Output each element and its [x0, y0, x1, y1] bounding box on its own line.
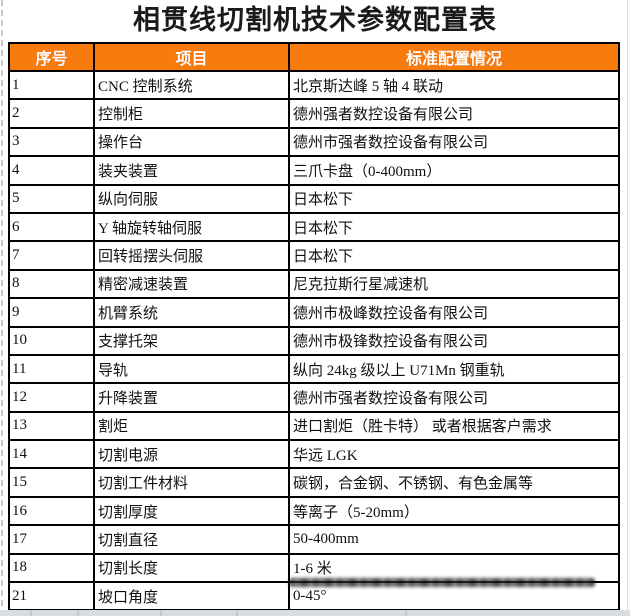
cell-config: 50-400mm [288, 524, 620, 555]
cell-item: 升降装置 [93, 382, 290, 413]
page-edge-line-right [627, 0, 628, 616]
cell-serial: 5 [8, 183, 95, 214]
cell-config: 日本松下 [288, 183, 620, 214]
cell-item: 机臂系统 [93, 297, 290, 328]
table-row: 6 Y 轴旋转轴伺服 日本松下 [8, 211, 620, 243]
spec-table-header: 序号 项目 标准配置情况 [8, 42, 620, 72]
cell-serial: 7 [8, 240, 95, 271]
cell-config: 北京斯达峰 5 轴 4 联动 [288, 69, 620, 101]
table-row: 1 CNC 控制系统 北京斯达峰 5 轴 4 联动 [8, 69, 620, 101]
cell-serial: 11 [8, 353, 95, 385]
bottom-strip-tick [405, 610, 407, 616]
header-cell-config: 标准配置情况 [288, 42, 620, 72]
table-row: 10 支撑托架 德州市极锋数控设备有限公司 [8, 325, 620, 356]
cell-serial: 10 [8, 325, 95, 356]
table-row: 12 升降装置 德州市强者数控设备有限公司 [8, 382, 620, 413]
cell-serial: 8 [8, 268, 95, 300]
table-row: 7 回转摇摆头伺服 日本松下 [8, 240, 620, 271]
cell-item: 切割电源 [93, 439, 290, 470]
header-row: 序号 项目 标准配置情况 [8, 42, 620, 72]
cell-item: 精密减速装置 [93, 268, 290, 300]
cell-item: 回转摇摆头伺服 [93, 240, 290, 271]
cell-item: 支撑托架 [93, 325, 290, 356]
cell-config: 德州市极峰数控设备有限公司 [288, 297, 620, 328]
table-row: 17 切割直径 50-400mm [8, 524, 620, 555]
cell-config: 进口割炬（胜卡特） 或者根据客户需求 [288, 410, 620, 442]
cell-config: 纵向 24kg 级以上 U71Mn 钢重轨 [288, 353, 620, 385]
bottom-edge-strip [0, 610, 630, 616]
cell-config: 尼克拉斯行星减速机 [288, 268, 620, 300]
cell-config: 华远 LGK [288, 439, 620, 470]
table-row: 8 精密减速装置 尼克拉斯行星减速机 [8, 268, 620, 300]
cell-serial: 6 [8, 211, 95, 243]
cell-config: 三爪卡盘（0-400mm） [288, 155, 620, 186]
cell-item: 切割厚度 [93, 495, 290, 527]
cell-serial: 21 [8, 581, 95, 612]
cell-serial: 14 [8, 439, 95, 470]
cell-item: 切割工件材料 [93, 467, 290, 498]
spec-table-body: 1 CNC 控制系统 北京斯达峰 5 轴 4 联动 2 控制柜 德州强者数控设备… [8, 69, 620, 612]
selection-dashed-border-left [1, 0, 3, 616]
table-row: 11 导轨 纵向 24kg 级以上 U71Mn 钢重轨 [8, 353, 620, 385]
header-cell-item: 项目 [93, 42, 290, 72]
cell-serial: 16 [8, 495, 95, 527]
cell-item: 坡口角度 [93, 581, 290, 612]
cell-item: 导轨 [93, 353, 290, 385]
cell-item: 割炬 [93, 410, 290, 442]
table-row: 9 机臂系统 德州市极峰数控设备有限公司 [8, 297, 620, 328]
cell-serial: 18 [8, 552, 95, 584]
bottom-strip-tick [77, 610, 79, 616]
cell-item: 纵向伺服 [93, 183, 290, 214]
cell-item: 操作台 [93, 126, 290, 158]
cell-config: 等离子（5-20mm） [288, 495, 620, 527]
cell-serial: 15 [8, 467, 95, 498]
bottom-strip-tick [30, 610, 32, 616]
cell-config: 碳钢，合金钢、不锈钢、有色金属等 [288, 467, 620, 498]
cell-item: 装夹装置 [93, 155, 290, 186]
table-row: 16 切割厚度 等离子（5-20mm） [8, 495, 620, 527]
cell-serial: 1 [8, 69, 95, 101]
bottom-strip-tick [236, 610, 238, 616]
table-row: 14 切割电源 华远 LGK [8, 439, 620, 470]
page-title: 相贯线切割机技术参数配置表 [133, 5, 497, 35]
table-row: 4 装夹装置 三爪卡盘（0-400mm） [8, 155, 620, 186]
cell-serial: 12 [8, 382, 95, 413]
cell-item: 切割直径 [93, 524, 290, 555]
table-row: 13 割炬 进口割炬（胜卡特） 或者根据客户需求 [8, 410, 620, 442]
bottom-strip-tick [160, 610, 162, 616]
cell-serial: 9 [8, 297, 95, 328]
cell-config: 日本松下 [288, 240, 620, 271]
table-row: 2 控制柜 德州强者数控设备有限公司 [8, 98, 620, 129]
cell-config: 德州市强者数控设备有限公司 [288, 382, 620, 413]
table-row: 3 操作台 德州市强者数控设备有限公司 [8, 126, 620, 158]
cell-serial: 3 [8, 126, 95, 158]
cell-item: 切割长度 [93, 552, 290, 584]
cell-serial: 4 [8, 155, 95, 186]
cell-config: 德州市强者数控设备有限公司 [288, 126, 620, 158]
table-row: 15 切割工件材料 碳钢，合金钢、不锈钢、有色金属等 [8, 467, 620, 498]
cell-item: 控制柜 [93, 98, 290, 129]
spec-table: 序号 项目 标准配置情况 1 CNC 控制系统 北京斯达峰 5 轴 4 联动 2… [8, 42, 620, 612]
cell-serial: 2 [8, 98, 95, 129]
cell-config: 德州市极锋数控设备有限公司 [288, 325, 620, 356]
cell-config: 日本松下 [288, 211, 620, 243]
cell-config: 德州强者数控设备有限公司 [288, 98, 620, 129]
cell-item: Y 轴旋转轴伺服 [93, 211, 290, 243]
blurred-watermark [289, 578, 595, 587]
cell-serial: 13 [8, 410, 95, 442]
header-cell-serial: 序号 [8, 42, 95, 72]
cell-item: CNC 控制系统 [93, 69, 290, 101]
table-row: 5 纵向伺服 日本松下 [8, 183, 620, 214]
cell-serial: 17 [8, 524, 95, 555]
